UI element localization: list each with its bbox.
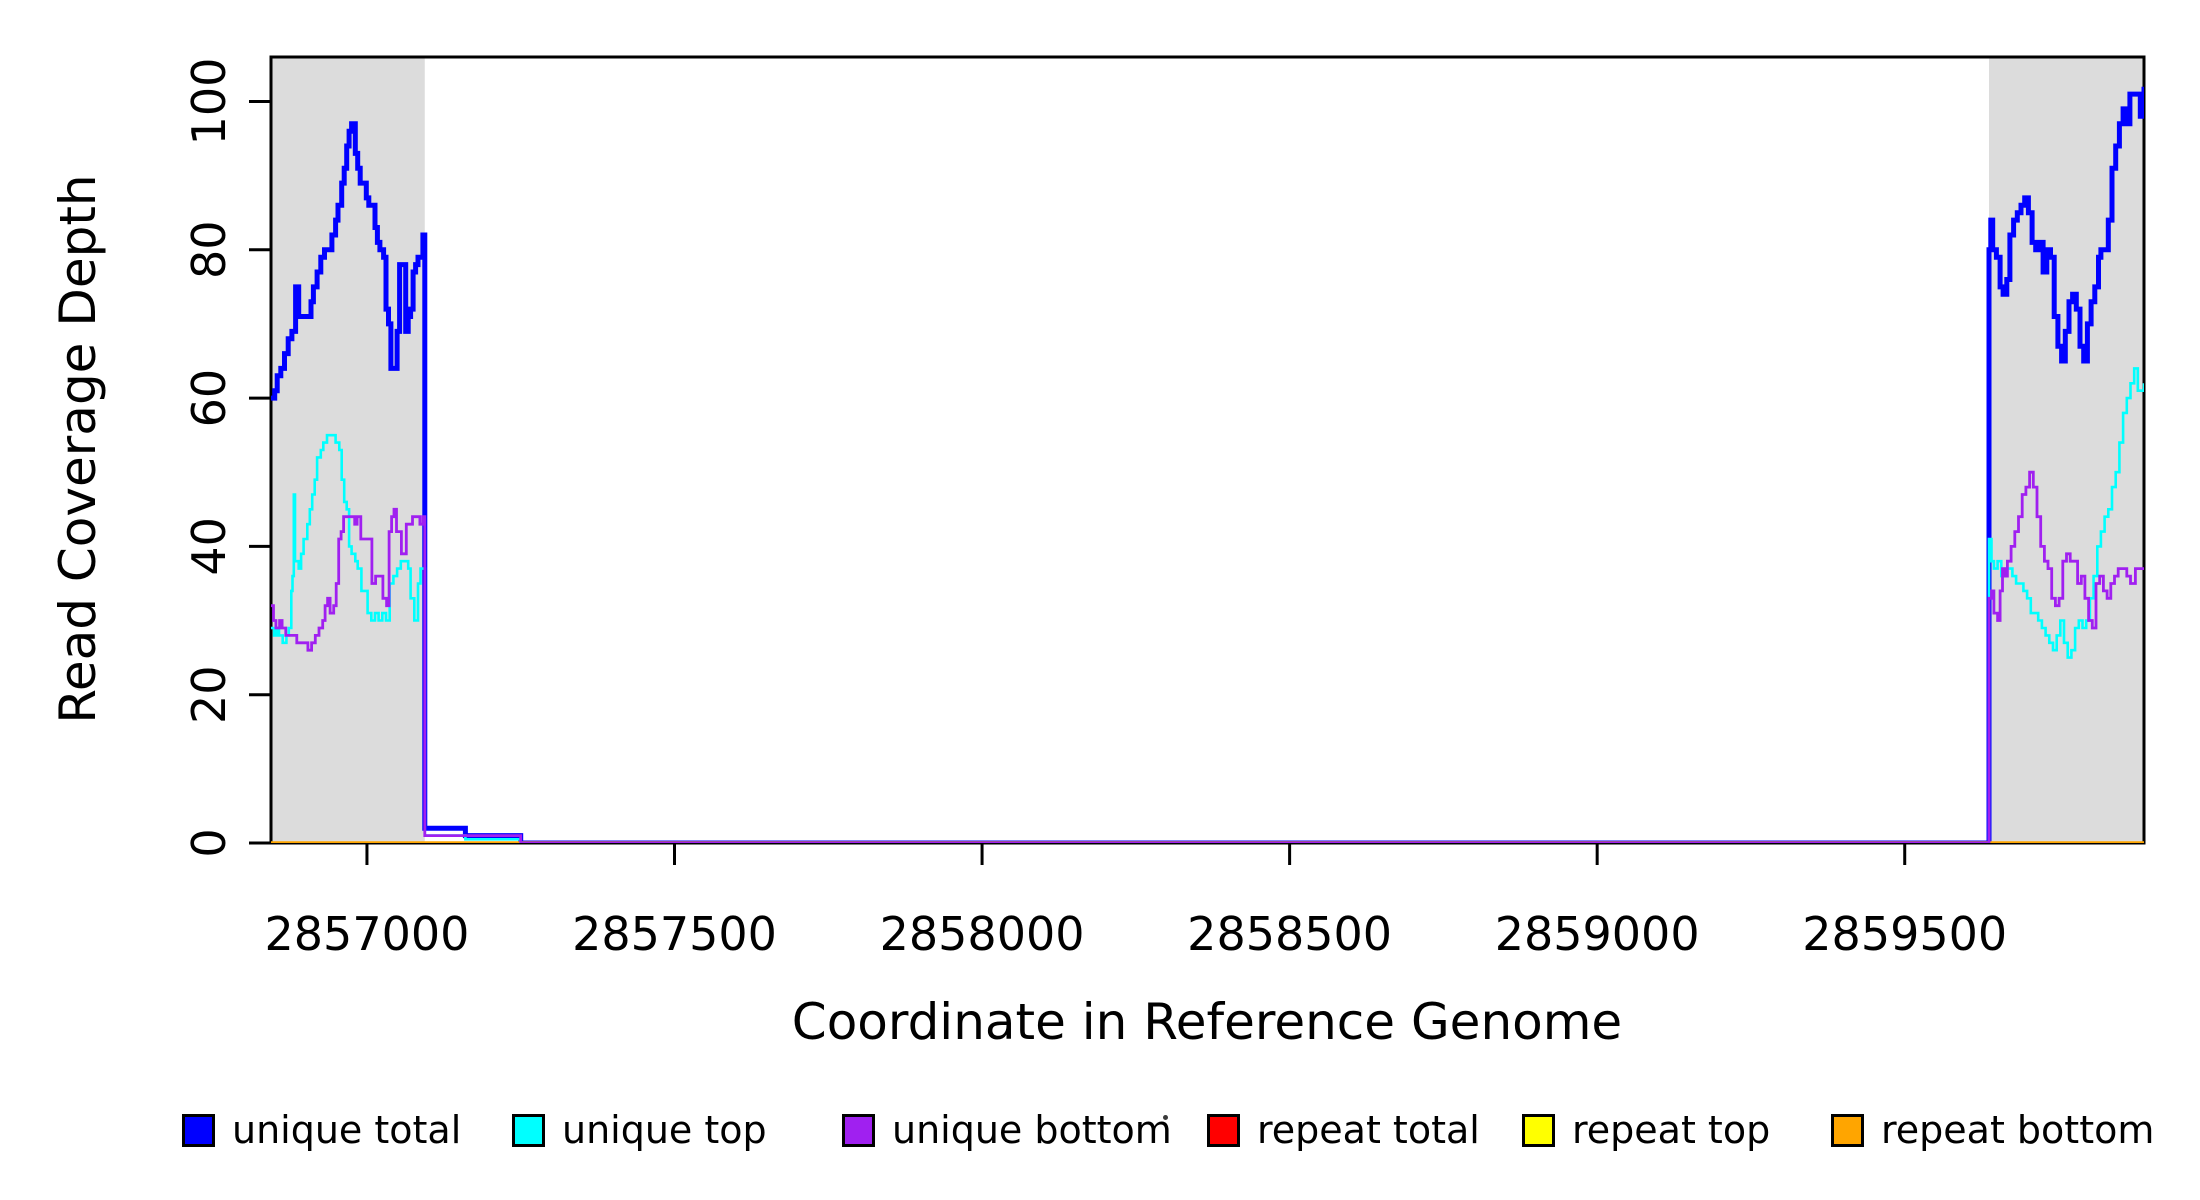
right-coverage-region <box>1988 57 2144 843</box>
stray-mark <box>1163 1115 1168 1120</box>
y-tick-label: 20 <box>182 665 236 724</box>
x-tick-label: 2859500 <box>1802 907 2007 961</box>
legend-item-unique-bottom: unique bottom <box>842 1108 1172 1152</box>
legend-item-repeat-bottom: repeat bottom <box>1831 1108 2154 1152</box>
legend-item-unique-top: unique top <box>512 1108 767 1152</box>
x-tick-label: 2859000 <box>1495 907 1700 961</box>
legend-label: unique bottom <box>892 1108 1172 1152</box>
legend-swatch-unique-bottom <box>842 1113 875 1147</box>
legend-label: unique top <box>562 1108 767 1152</box>
x-tick-label: 2857000 <box>265 907 470 961</box>
legend-swatch-unique-total <box>182 1113 215 1147</box>
plot-box <box>269 55 2146 845</box>
x-tick-label: 2857500 <box>572 907 777 961</box>
legend-item-unique-total: unique total <box>182 1108 461 1152</box>
y-tick-label: 0 <box>182 828 236 857</box>
legend-label: repeat bottom <box>1881 1108 2155 1152</box>
legend-swatch-repeat-top <box>1522 1113 1555 1147</box>
series-unique-total <box>271 86 2144 843</box>
legend-label: repeat top <box>1572 1108 1771 1152</box>
legend-swatch-repeat-total <box>1207 1113 1240 1147</box>
legend-swatch-unique-top <box>512 1113 545 1147</box>
legend-swatch-repeat-bottom <box>1831 1113 1864 1147</box>
y-tick-label: 40 <box>182 517 236 576</box>
series-unique-top <box>271 367 2144 843</box>
legend-label: unique total <box>232 1108 462 1152</box>
y-tick-label: 100 <box>182 58 236 146</box>
x-tick-label: 2858500 <box>1187 907 1392 961</box>
legend-label: repeat total <box>1257 1108 1480 1152</box>
series-unique-bottom <box>271 470 2144 843</box>
left-coverage-region <box>271 57 425 843</box>
y-tick-label: 60 <box>182 369 236 428</box>
x-tick-label: 2858000 <box>880 907 1085 961</box>
y-tick-label: 80 <box>182 221 236 280</box>
y-axis-title: Read Coverage Depth <box>49 174 107 724</box>
x-axis-title: Coordinate in Reference Genome <box>791 993 1623 1051</box>
legend-item-repeat-top: repeat top <box>1522 1108 1770 1152</box>
legend-item-repeat-total: repeat total <box>1207 1108 1480 1152</box>
